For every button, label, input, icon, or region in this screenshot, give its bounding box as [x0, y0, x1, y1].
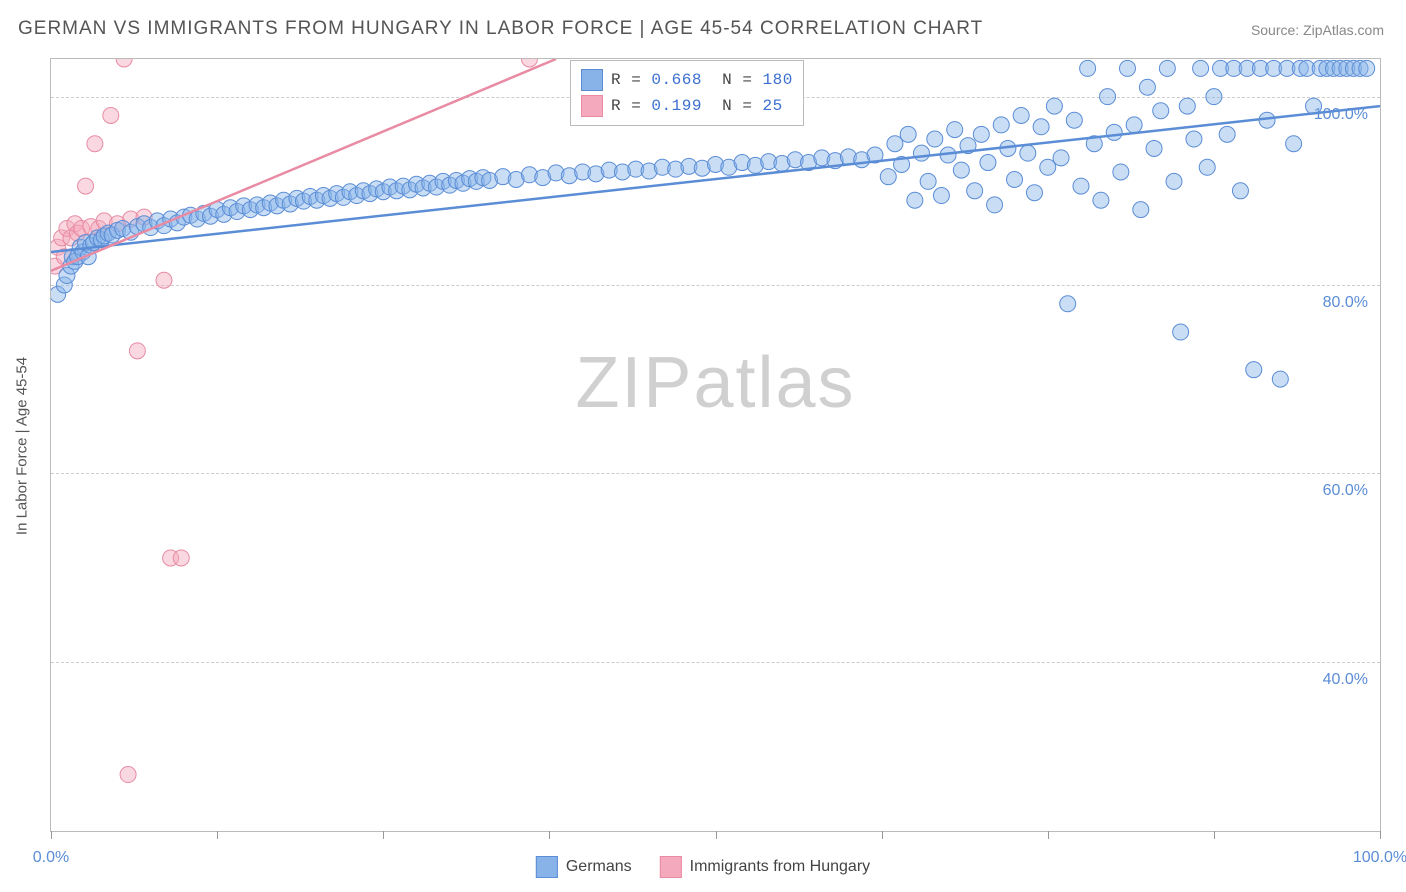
x-tick — [1048, 831, 1049, 839]
data-point — [521, 59, 537, 67]
data-point — [156, 272, 172, 288]
x-tick-label: 0.0% — [33, 849, 69, 867]
data-point — [920, 173, 936, 189]
data-point — [953, 162, 969, 178]
data-point — [980, 155, 996, 171]
data-point — [907, 192, 923, 208]
data-point — [1206, 89, 1222, 105]
data-point — [1133, 202, 1149, 218]
legend-swatch — [660, 856, 682, 878]
data-point — [78, 178, 94, 194]
data-point — [1232, 183, 1248, 199]
data-point — [1106, 124, 1122, 140]
series-legend: Germans Immigrants from Hungary — [536, 856, 870, 878]
data-point — [1193, 60, 1209, 76]
x-tick — [383, 831, 384, 839]
scatter-svg — [51, 59, 1380, 831]
data-point — [103, 107, 119, 123]
data-point — [973, 126, 989, 142]
legend-swatch — [581, 69, 603, 91]
data-point — [1053, 150, 1069, 166]
data-point — [1066, 112, 1082, 128]
data-point — [1013, 107, 1029, 123]
data-point — [1219, 126, 1235, 142]
data-point — [1080, 60, 1096, 76]
data-point — [1246, 362, 1262, 378]
legend-item: Germans — [536, 856, 632, 878]
x-tick-label: 100.0% — [1353, 849, 1406, 867]
data-point — [1199, 159, 1215, 175]
data-point — [1359, 60, 1375, 76]
x-tick — [217, 831, 218, 839]
data-point — [1100, 89, 1116, 105]
legend-swatch — [581, 95, 603, 117]
data-point — [913, 145, 929, 161]
x-tick — [882, 831, 883, 839]
data-point — [129, 343, 145, 359]
data-point — [1166, 173, 1182, 189]
data-point — [87, 136, 103, 152]
legend-row: R = 0.199 N = 25 — [581, 93, 793, 119]
data-point — [887, 136, 903, 152]
data-point — [1119, 60, 1135, 76]
data-point — [1020, 145, 1036, 161]
data-point — [116, 59, 132, 67]
data-point — [1026, 185, 1042, 201]
x-tick — [549, 831, 550, 839]
chart-title: GERMAN VS IMMIGRANTS FROM HUNGARY IN LAB… — [18, 18, 983, 40]
legend-swatch — [536, 856, 558, 878]
data-point — [1126, 117, 1142, 133]
data-point — [987, 197, 1003, 213]
data-point — [880, 169, 896, 185]
legend-item: Immigrants from Hungary — [660, 856, 871, 878]
x-tick — [1214, 831, 1215, 839]
data-point — [927, 131, 943, 147]
data-point — [1186, 131, 1202, 147]
data-point — [1060, 296, 1076, 312]
legend-label: Immigrants from Hungary — [690, 858, 871, 876]
x-tick — [51, 831, 52, 839]
data-point — [1007, 172, 1023, 188]
data-point — [993, 117, 1009, 133]
source-attribution: Source: ZipAtlas.com — [1251, 22, 1384, 38]
plot-area: ZIPatlas 40.0%60.0%80.0%100.0%0.0%100.0% — [50, 58, 1381, 832]
data-point — [1272, 371, 1288, 387]
data-point — [1173, 324, 1189, 340]
data-point — [933, 188, 949, 204]
x-tick — [716, 831, 717, 839]
data-point — [120, 767, 136, 783]
data-point — [1286, 136, 1302, 152]
legend-label: Germans — [566, 858, 632, 876]
legend-stat-text: R = 0.668 N = 180 — [611, 67, 793, 93]
y-axis-title: In Labor Force | Age 45-54 — [14, 357, 31, 535]
data-point — [1139, 79, 1155, 95]
x-tick — [1380, 831, 1381, 839]
data-point — [1073, 178, 1089, 194]
legend-stat-text: R = 0.199 N = 25 — [611, 93, 783, 119]
trend-line — [51, 59, 556, 271]
data-point — [1179, 98, 1195, 114]
data-point — [1153, 103, 1169, 119]
stats-legend: R = 0.668 N = 180 R = 0.199 N = 25 — [570, 60, 804, 126]
data-point — [173, 550, 189, 566]
legend-row: R = 0.668 N = 180 — [581, 67, 793, 93]
data-point — [1033, 119, 1049, 135]
data-point — [967, 183, 983, 199]
data-point — [1159, 60, 1175, 76]
data-point — [1146, 140, 1162, 156]
data-point — [1040, 159, 1056, 175]
data-point — [900, 126, 916, 142]
data-point — [1113, 164, 1129, 180]
data-point — [1093, 192, 1109, 208]
data-point — [1046, 98, 1062, 114]
data-point — [947, 122, 963, 138]
